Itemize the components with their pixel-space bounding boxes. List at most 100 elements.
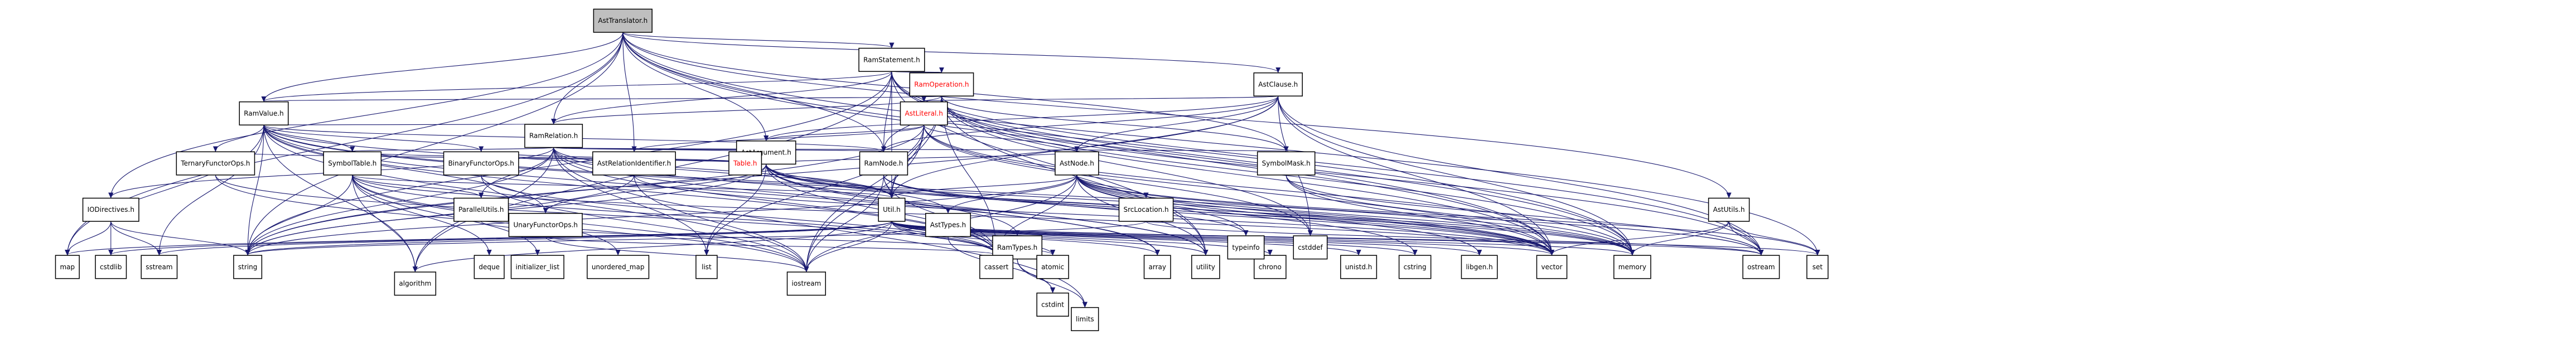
node-vector[interactable]: vector: [1536, 255, 1568, 279]
edge-ram_operation-to-symbol_mask: [941, 96, 1286, 151]
node-box: [695, 255, 718, 279]
node-ast-node[interactable]: AstNode.h: [1055, 151, 1099, 176]
node-label: AstTranslator.h: [598, 17, 647, 25]
edge-symbol_mask-to-ostream: [1285, 174, 1761, 255]
node-ast-literal[interactable]: AstLiteral.h: [900, 101, 948, 125]
edge-ast_translator-to-ram_statement: [622, 32, 892, 48]
node-io-directives[interactable]: IODirectives.h: [82, 197, 139, 222]
edge-symbol_table-to-algorithm: [352, 174, 415, 271]
node-ram-operation[interactable]: RamOperation.h: [909, 72, 974, 97]
node-ostream[interactable]: ostream: [1742, 255, 1780, 279]
node-cassert[interactable]: cassert: [979, 255, 1014, 279]
node-iostream[interactable]: iostream: [786, 271, 827, 296]
node-unary-functor-ops[interactable]: UnaryFunctorOps.h: [508, 212, 583, 237]
node-ast-relation-identifier[interactable]: AstRelationIdentifier.h: [592, 151, 676, 176]
node-label: AstTypes.h: [930, 221, 966, 229]
node-label: AstLiteral.h: [905, 109, 943, 117]
node-label: SymbolTable.h: [328, 159, 376, 167]
node-deque[interactable]: deque: [473, 255, 505, 279]
edge-unary_functor_ops-to-iostream: [545, 236, 806, 271]
node-list[interactable]: list: [695, 255, 718, 279]
edge-ast_argument-to-symbol_table: [352, 151, 767, 164]
node-box: [1806, 255, 1829, 279]
edge-symbol_table-to-cassert: [352, 174, 997, 255]
node-box: [1191, 255, 1220, 279]
edge-ast_literal-to-ast_argument: [766, 124, 925, 140]
node-box: [858, 47, 925, 72]
node-map[interactable]: map: [55, 255, 80, 279]
edge-ast_clause-to-ast_argument: [766, 96, 1279, 140]
edge-ast_translator-to-ast_argument: [622, 32, 766, 140]
node-src-location[interactable]: SrcLocation.h: [1118, 197, 1174, 222]
edge-binary_functor_ops-to-iostream: [481, 174, 806, 271]
node-atomic[interactable]: atomic: [1036, 255, 1069, 279]
node-initializer-list[interactable]: initializer_list: [510, 255, 564, 279]
node-ast-translator[interactable]: AstTranslator.h: [593, 8, 653, 33]
node-label: SymbolMask.h: [1262, 159, 1311, 167]
node-algorithm[interactable]: algorithm: [394, 271, 437, 296]
node-ram-node[interactable]: RamNode.h: [859, 151, 908, 176]
edge-src_location-to-string: [248, 221, 1147, 255]
node-cstring[interactable]: cstring: [1398, 255, 1432, 279]
node-cstddef[interactable]: cstddef: [1293, 235, 1328, 260]
node-ternary-functor-ops[interactable]: TernaryFunctorOps.h: [176, 151, 255, 176]
edge-ast_translator-to-ast_clause: [622, 32, 1278, 72]
edge-ram_types-to-limits: [1017, 259, 1085, 307]
edge-ram_statement-to-vector: [891, 71, 1552, 255]
node-parallel-utils[interactable]: ParallelUtils.h: [453, 197, 509, 222]
node-box: [443, 151, 519, 176]
node-box: [323, 151, 382, 176]
node-label: chrono: [1259, 263, 1282, 271]
node-box: [141, 255, 178, 279]
node-ram-relation[interactable]: RamRelation.h: [524, 124, 583, 148]
node-label: vector: [1541, 263, 1563, 271]
edge-ast_literal-to-ast_node: [924, 125, 1077, 151]
node-ram-types[interactable]: RamTypes.h: [992, 235, 1043, 260]
node-set[interactable]: set: [1806, 255, 1829, 279]
node-cstdint[interactable]: cstdint: [1036, 292, 1069, 317]
edge-util-to-string: [248, 221, 892, 255]
node-unordered-map[interactable]: unordered_map: [587, 255, 650, 279]
node-box: [786, 271, 827, 296]
node-label: ostream: [1747, 263, 1775, 271]
node-string[interactable]: string: [233, 255, 263, 279]
node-label: AstNode.h: [1060, 159, 1094, 167]
node-cstdlib[interactable]: cstdlib: [95, 255, 127, 279]
edge-ram_statement-to-string: [248, 71, 892, 255]
node-ram-value[interactable]: RamValue.h: [239, 101, 289, 125]
node-ast-utils[interactable]: AstUtils.h: [1708, 197, 1750, 222]
edge-util-to-utility: [891, 221, 1206, 255]
node-label: ParallelUtils.h: [458, 206, 504, 214]
node-array[interactable]: array: [1143, 255, 1171, 279]
edge-ast_node-to-cstring: [1076, 174, 1415, 255]
node-symbol-table[interactable]: SymbolTable.h: [323, 151, 382, 176]
node-ast-types[interactable]: AstTypes.h: [925, 212, 971, 237]
node-box: [728, 151, 762, 176]
edge-ast_translator-to-ram_value: [264, 32, 624, 101]
edge-ast_clause-to-memory: [1278, 96, 1632, 255]
node-ram-statement[interactable]: RamStatement.h: [858, 47, 925, 72]
node-typeinfo[interactable]: typeinfo: [1227, 235, 1265, 260]
node-libgen[interactable]: libgen.h: [1461, 255, 1498, 279]
node-label: atomic: [1041, 263, 1064, 271]
node-ast-clause[interactable]: AstClause.h: [1253, 72, 1303, 97]
node-binary-functor-ops[interactable]: BinaryFunctorOps.h: [443, 151, 519, 176]
node-label: cstddef: [1298, 244, 1323, 251]
node-memory[interactable]: memory: [1613, 255, 1651, 279]
node-table[interactable]: Table.h: [728, 151, 762, 176]
node-symbol-mask[interactable]: SymbolMask.h: [1256, 151, 1316, 176]
node-limits[interactable]: limits: [1071, 307, 1099, 331]
node-box: [95, 255, 127, 279]
node-util[interactable]: Util.h: [878, 197, 906, 222]
node-sstream[interactable]: sstream: [141, 255, 178, 279]
edge-ram_node-to-util: [883, 174, 891, 198]
node-utility[interactable]: utility: [1191, 255, 1220, 279]
node-label: memory: [1618, 263, 1646, 271]
edge-ast_translator-to-ram_relation: [554, 32, 624, 124]
node-box: [859, 151, 908, 176]
node-unistd[interactable]: unistd.h: [1340, 255, 1378, 279]
node-label: deque: [479, 263, 500, 271]
edge-ast_node-to-vector: [1076, 174, 1552, 255]
node-box: [1613, 255, 1651, 279]
edge-ast_literal-to-string: [248, 125, 925, 255]
